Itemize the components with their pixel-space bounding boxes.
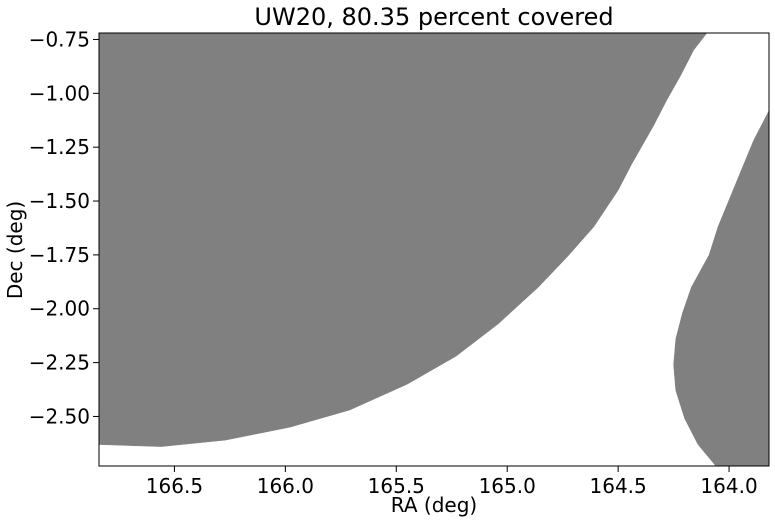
x-tick-label: 165.5 [368, 474, 425, 498]
x-tick-label: 164.0 [700, 474, 757, 498]
covered-region-1 [99, 33, 708, 447]
x-tick-label: 166.5 [146, 474, 203, 498]
chart-title: UW20, 80.35 percent covered [254, 3, 613, 31]
x-tick-label: 166.0 [257, 474, 314, 498]
covered-region-2 [673, 110, 769, 466]
x-tick-label: 164.5 [590, 474, 647, 498]
x-tick-label: 165.0 [479, 474, 536, 498]
y-tick-label: −1.00 [29, 81, 90, 105]
x-axis-ticks: 166.5 166.0 165.5 165.0 164.5 164.0 [146, 466, 758, 498]
y-tick-label: −0.75 [29, 27, 90, 51]
plot-frame [98, 32, 770, 467]
y-axis-label: Dec (deg) [3, 201, 27, 299]
y-tick-label: −2.00 [29, 297, 90, 321]
y-tick-label: −2.50 [29, 404, 90, 428]
covered-regions [99, 33, 769, 466]
y-axis-ticks: −0.75 −1.00 −1.25 −1.50 −1.75 −2.00 −2.25 −2.50 [29, 27, 99, 428]
y-tick-label: −2.25 [29, 351, 90, 375]
y-tick-label: −1.75 [29, 243, 90, 267]
x-axis-label: RA (deg) [391, 493, 477, 517]
y-tick-label: −1.25 [29, 135, 90, 159]
y-tick-label: −1.50 [29, 189, 90, 213]
